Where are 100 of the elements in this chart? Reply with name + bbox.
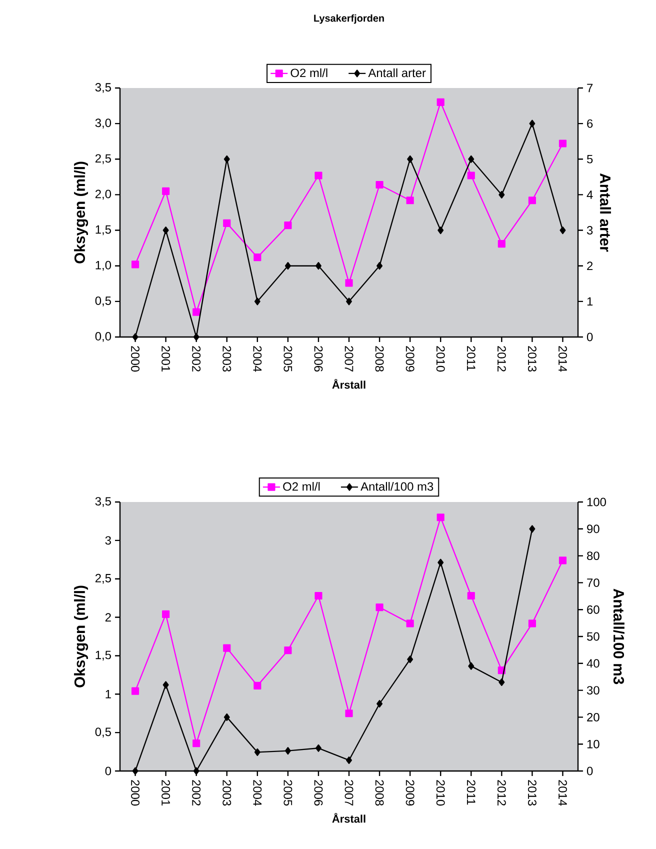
y2-tick-label: 4 xyxy=(586,190,593,199)
point xyxy=(224,713,230,721)
y-tick-label: 0,5 xyxy=(95,296,111,306)
x-tick-label: 2009 xyxy=(406,346,414,372)
point xyxy=(529,120,536,128)
y-tick-label: 1,5 xyxy=(96,225,111,236)
x-tick-label: 2002 xyxy=(192,346,201,372)
point xyxy=(284,262,291,270)
x-tick-label: 2010 xyxy=(436,346,445,372)
point xyxy=(224,155,230,163)
point xyxy=(192,308,200,316)
x-tick-label: 2008 xyxy=(375,346,384,372)
point xyxy=(468,662,474,670)
point xyxy=(193,767,200,775)
point xyxy=(284,646,292,654)
point xyxy=(498,190,505,198)
point xyxy=(162,610,170,618)
x-tick-label: 2003 xyxy=(222,346,232,372)
y-tick-label: 2,0 xyxy=(95,190,112,200)
point xyxy=(254,298,260,306)
point xyxy=(192,740,200,748)
point xyxy=(467,592,475,600)
y-axis-title: Oksygen (ml/l) xyxy=(74,162,88,264)
point xyxy=(467,172,475,180)
y2-tick-label: 100 xyxy=(587,498,606,506)
y-tick-label: 2 xyxy=(105,613,111,622)
point xyxy=(162,681,169,689)
point xyxy=(406,620,414,628)
chart-title: Lysakerfjorden xyxy=(314,14,384,24)
point xyxy=(131,687,140,695)
point xyxy=(131,260,140,268)
point xyxy=(345,279,353,287)
x-tick-label: 2003 xyxy=(222,780,232,806)
y-tick-label: 3,0 xyxy=(95,118,112,129)
x-tick-label: 2010 xyxy=(436,780,445,806)
y-tick-label: 0,0 xyxy=(95,332,112,342)
x-axis-title: Årstall xyxy=(332,812,366,823)
x-tick-label: 2011 xyxy=(466,780,476,805)
point xyxy=(529,525,536,533)
y2-tick-label: 0 xyxy=(586,332,593,342)
x-tick-label: 2007 xyxy=(344,346,354,372)
y2-tick-label: 40 xyxy=(586,659,600,668)
x-tick-label: 2004 xyxy=(253,780,262,806)
y2-tick-label: 3 xyxy=(586,226,593,235)
legend-label: Antall arter xyxy=(368,68,426,78)
y2-axis-title: Antall/100 m3 xyxy=(613,588,624,684)
x-tick-label: 2011 xyxy=(466,346,476,371)
x-tick-label: 2000 xyxy=(131,780,140,806)
point xyxy=(315,262,322,270)
y2-tick-label: 7 xyxy=(587,84,593,92)
point xyxy=(407,155,414,163)
y2-tick-label: 6 xyxy=(587,119,593,128)
point xyxy=(558,140,567,148)
x-tick-label: 2005 xyxy=(284,346,292,372)
y2-tick-label: 60 xyxy=(587,605,600,614)
point xyxy=(132,767,138,775)
point xyxy=(284,222,292,230)
point xyxy=(315,744,322,752)
x-tick-label: 2014 xyxy=(558,346,567,372)
y2-tick-label: 70 xyxy=(587,578,600,587)
y2-tick-label: 2 xyxy=(587,262,593,270)
x-tick-label: 2001 xyxy=(162,780,170,806)
y-tick-label: 0 xyxy=(105,766,112,776)
x-tick-label: 2004 xyxy=(253,346,262,372)
x-tick-label: 2009 xyxy=(406,780,414,806)
y-tick-label: 3 xyxy=(105,536,111,545)
point xyxy=(498,678,505,686)
legend-label: O2 ml/l xyxy=(290,68,328,78)
y-tick-label: 1 xyxy=(106,690,111,698)
x-tick-label: 2013 xyxy=(528,780,536,806)
point xyxy=(345,710,353,718)
x-axis-title: Årstall xyxy=(332,378,366,389)
point xyxy=(223,219,231,227)
point xyxy=(162,226,169,234)
y-tick-label: 2,5 xyxy=(95,574,111,584)
point xyxy=(528,196,536,204)
point xyxy=(376,262,383,270)
point xyxy=(558,556,567,564)
point xyxy=(314,172,322,180)
point xyxy=(407,656,414,664)
y2-axis-title: Antall arter xyxy=(600,173,611,252)
point xyxy=(314,592,322,600)
y2-tick-label: 30 xyxy=(586,686,600,695)
point xyxy=(284,747,291,755)
point xyxy=(436,98,444,106)
point xyxy=(376,604,384,612)
point xyxy=(132,333,138,341)
point xyxy=(560,226,566,234)
x-tick-label: 2006 xyxy=(314,780,323,806)
point xyxy=(346,756,352,764)
x-tick-label: 2014 xyxy=(558,780,567,806)
point xyxy=(193,333,200,341)
x-tick-label: 2007 xyxy=(344,780,354,806)
point xyxy=(498,240,506,248)
point xyxy=(346,298,352,306)
legend-label: Antall/100 m3 xyxy=(360,482,434,491)
point xyxy=(162,187,170,195)
x-tick-label: 2012 xyxy=(497,346,506,372)
legend-label: O2 ml/l xyxy=(283,482,320,491)
x-tick-label: 2013 xyxy=(528,346,536,372)
